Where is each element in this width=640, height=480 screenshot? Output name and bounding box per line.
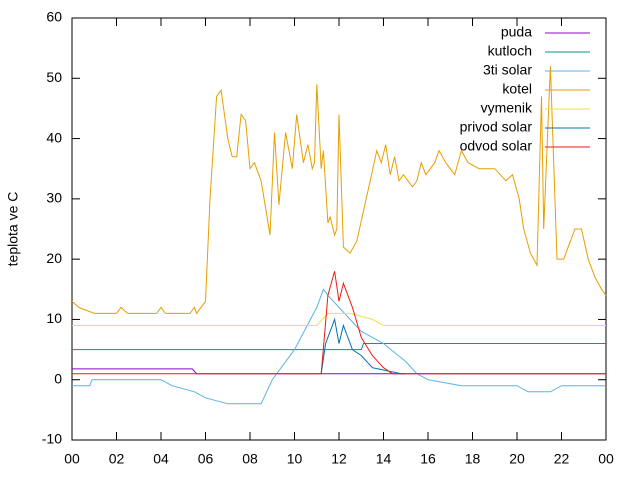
line-series: [320, 317, 406, 375]
y-tick-label: 30: [46, 190, 62, 206]
line-series: [72, 288, 606, 405]
x-tick-label: 22: [554, 451, 570, 467]
x-tick-label: 00: [64, 451, 80, 467]
legend-label: vymenik: [481, 100, 533, 116]
y-tick-label: 0: [54, 370, 62, 386]
y-tick-label: 40: [46, 129, 62, 145]
legend-label: privod solar: [460, 119, 533, 135]
line-series: [72, 271, 606, 375]
line-series: [72, 343, 606, 351]
legend-label: 3ti solar: [483, 62, 532, 78]
x-tick-label: 08: [242, 451, 258, 467]
x-tick-label: 18: [465, 451, 481, 467]
y-tick-label: -10: [42, 431, 62, 447]
x-tick-label: 16: [420, 451, 436, 467]
line-series: [71, 66, 607, 315]
legend-label: puda: [501, 24, 532, 40]
line-series: [72, 368, 606, 375]
x-tick-label: 12: [331, 451, 347, 467]
x-tick-label: 10: [287, 451, 303, 467]
y-tick-label: 50: [46, 69, 62, 85]
legend-label: odvod solar: [460, 138, 533, 154]
x-tick-label: 04: [153, 451, 169, 467]
legend-label: kotel: [502, 81, 532, 97]
x-tick-label: 20: [509, 451, 525, 467]
legend-label: kutloch: [488, 43, 532, 59]
y-tick-label: 20: [46, 250, 62, 266]
y-tick-label: 10: [46, 310, 62, 326]
x-tick-label: 00: [598, 451, 614, 467]
x-tick-label: 14: [376, 451, 392, 467]
y-tick-label: 60: [46, 9, 62, 25]
line-series: [72, 312, 606, 326]
y-axis-label: teplota ve C: [5, 192, 21, 267]
x-tick-label: 06: [198, 451, 214, 467]
x-tick-label: 02: [109, 451, 125, 467]
